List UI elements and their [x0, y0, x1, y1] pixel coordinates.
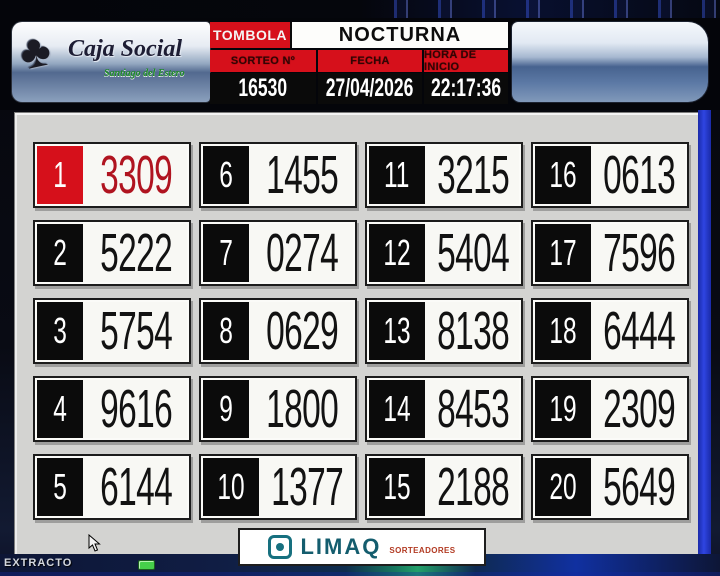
result-position: 3: [37, 302, 83, 360]
result-cell: 10 1377: [199, 454, 357, 520]
result-cell: 19 2309: [531, 376, 689, 442]
clover-icon: ♣: [14, 22, 56, 80]
green-led-icon: [138, 560, 155, 570]
result-number: 3215: [437, 145, 510, 205]
result-position: 9: [203, 380, 249, 438]
result-position: 14: [369, 380, 425, 438]
result-cell: 13 8138: [365, 298, 523, 364]
result-number: 3309: [100, 145, 173, 205]
result-number: 5649: [603, 457, 676, 517]
result-cell: 9 1800: [199, 376, 357, 442]
result-cell: 12 5404: [365, 220, 523, 286]
result-cell: 15 2188: [365, 454, 523, 520]
sorteo-number-label: SORTEO Nº: [210, 50, 316, 72]
header-gloss-bar: [512, 22, 708, 102]
right-blue-strip: [698, 110, 711, 558]
result-position: 12: [369, 224, 425, 282]
result-position: 8: [203, 302, 249, 360]
result-position: 18: [535, 302, 591, 360]
result-number: 2188: [437, 457, 510, 517]
result-number: 1800: [266, 379, 339, 439]
result-number: 8453: [437, 379, 510, 439]
result-position: 4: [37, 380, 83, 438]
video-top-strip: [0, 0, 720, 20]
result-position: 16: [535, 146, 591, 204]
result-number: 7596: [603, 223, 676, 283]
fecha-label: FECHA: [318, 50, 422, 72]
limaq-brand: LIMAQ: [300, 534, 382, 559]
result-position: 5: [37, 458, 83, 516]
result-cell: 7 0274: [199, 220, 357, 286]
logo-title: Caja Social: [68, 36, 183, 62]
result-number: 5754: [100, 301, 173, 361]
hora-inicio-label: HORA DE INICIO: [424, 49, 508, 73]
limaq-tagline: SORTEADORES: [389, 545, 456, 555]
result-cell: 20 5649: [531, 454, 689, 520]
result-number: 6144: [100, 457, 173, 517]
result-number: 0629: [266, 301, 339, 361]
result-position: 10: [203, 458, 259, 516]
result-number: 0613: [603, 145, 676, 205]
result-cell: 1 3309: [33, 142, 191, 208]
result-position: 15: [369, 458, 425, 516]
limaq-brand-box: LIMAQ SORTEADORES: [238, 528, 486, 566]
result-cell: 4 9616: [33, 376, 191, 442]
result-number: 9616: [100, 379, 173, 439]
result-cell: 5 6144: [33, 454, 191, 520]
result-cell: 6 1455: [199, 142, 357, 208]
result-number: 0274: [266, 223, 339, 283]
mouse-cursor-icon: [88, 534, 101, 552]
result-number: 5222: [100, 223, 173, 283]
result-number: 2309: [603, 379, 676, 439]
results-grid: 1 3309 2 5222 3 5754 4 9616 5 6144 6 1455 7 0274 8 0629…: [33, 142, 689, 520]
result-cell: 8 0629: [199, 298, 357, 364]
result-cell: 16 0613: [531, 142, 689, 208]
limaq-machine-icon: [268, 535, 293, 559]
video-noise: [380, 0, 720, 20]
result-position: 1: [37, 146, 83, 204]
caja-social-logo: ♣ Caja Social Santiago del Estero: [12, 22, 210, 102]
result-cell: 11 3215: [365, 142, 523, 208]
result-number: 5404: [437, 223, 510, 283]
result-cell: 18 6444: [531, 298, 689, 364]
tombola-badge: TOMBOLA: [210, 22, 292, 48]
result-position: 19: [535, 380, 591, 438]
fecha-value: 27/04/2026: [318, 73, 422, 104]
hora-inicio-value: 22:17:36: [424, 73, 508, 104]
result-number: 8138: [437, 301, 510, 361]
sorteo-number-value: 16530: [210, 73, 316, 104]
result-number: 1377: [271, 457, 344, 517]
result-number: 1455: [266, 145, 339, 205]
draw-name: NOCTURNA: [292, 22, 508, 48]
result-position: 6: [203, 146, 249, 204]
result-position: 7: [203, 224, 249, 282]
result-position: 11: [369, 146, 425, 204]
result-cell: 3 5754: [33, 298, 191, 364]
result-position: 13: [369, 302, 425, 360]
result-cell: 17 7596: [531, 220, 689, 286]
extracto-label[interactable]: EXTRACTO: [4, 557, 73, 569]
results-panel: 1 3309 2 5222 3 5754 4 9616 5 6144 6 1455 7 0274 8 0629…: [14, 112, 700, 558]
result-number: 6444: [603, 301, 676, 361]
result-position: 20: [535, 458, 591, 516]
result-cell: 14 8453: [365, 376, 523, 442]
logo-subtitle: Santiago del Estero: [104, 68, 185, 79]
draw-info-block: TOMBOLA NOCTURNA SORTEO Nº FECHA HORA DE…: [210, 22, 508, 106]
result-position: 2: [37, 224, 83, 282]
result-position: 17: [535, 224, 591, 282]
header-band: ♣ Caja Social Santiago del Estero TOMBOL…: [0, 18, 720, 110]
result-cell: 2 5222: [33, 220, 191, 286]
